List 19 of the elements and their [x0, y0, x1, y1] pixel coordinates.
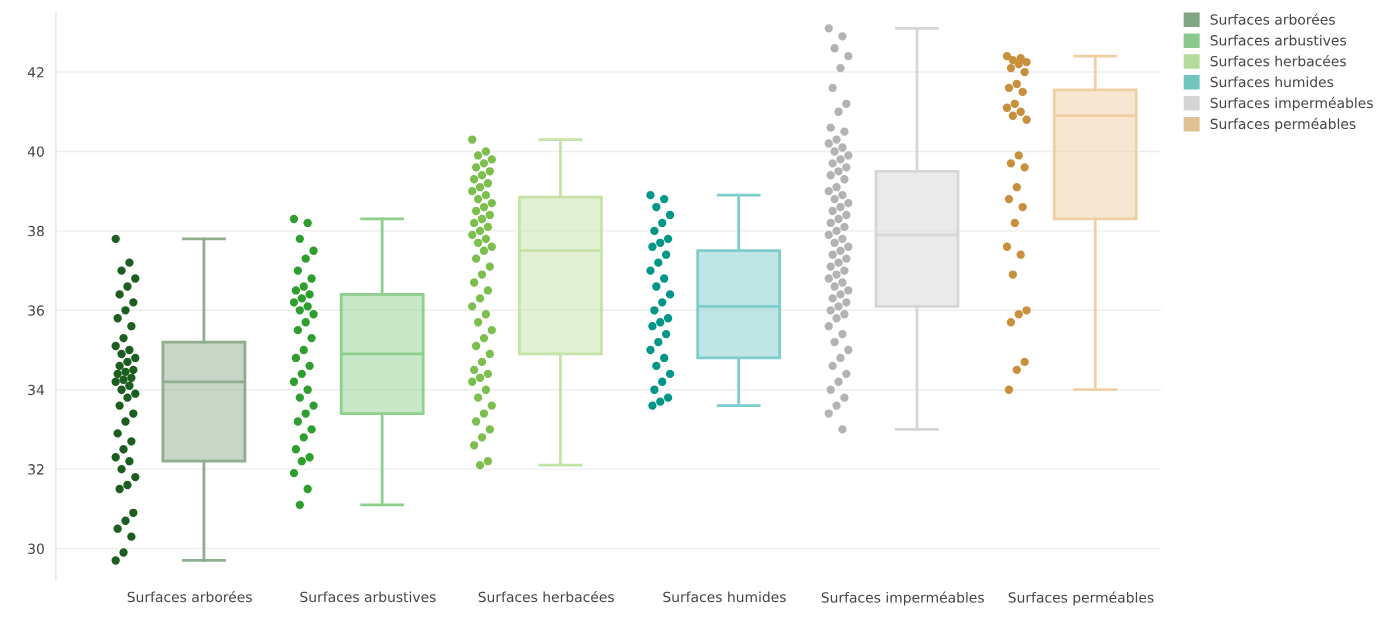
y-tick-label: 42	[27, 67, 44, 78]
x-tick-label: Surfaces arbustives	[300, 591, 436, 603]
legend-label: Surfaces perméables	[1210, 117, 1356, 132]
x-tick-label: Surfaces herbacées	[478, 590, 614, 603]
y-tick-label: 38	[28, 225, 44, 237]
y-tick-label: 34	[28, 384, 45, 396]
legend-label: Surfaces humides	[1210, 76, 1334, 88]
legend-label: Surfaces herbacées	[1210, 55, 1346, 67]
y-tick-label: 30	[28, 543, 44, 555]
x-tick-label: Surfaces perméables	[1008, 591, 1154, 606]
x-tick-label: Surfaces humides	[663, 591, 786, 603]
legend-label: Surfaces arbustives	[1210, 34, 1346, 46]
x-tick-label: Surfaces arborées	[127, 590, 252, 603]
legend-label: Surfaces imperméables	[1210, 96, 1373, 111]
y-tick-label: 36	[28, 305, 44, 316]
x-tick-label: Surfaces imperméables	[821, 591, 984, 606]
y-tick-label: 40	[27, 146, 44, 157]
legend-label: Surfaces arborées	[1210, 13, 1335, 25]
y-tick-label: 32	[28, 464, 44, 475]
